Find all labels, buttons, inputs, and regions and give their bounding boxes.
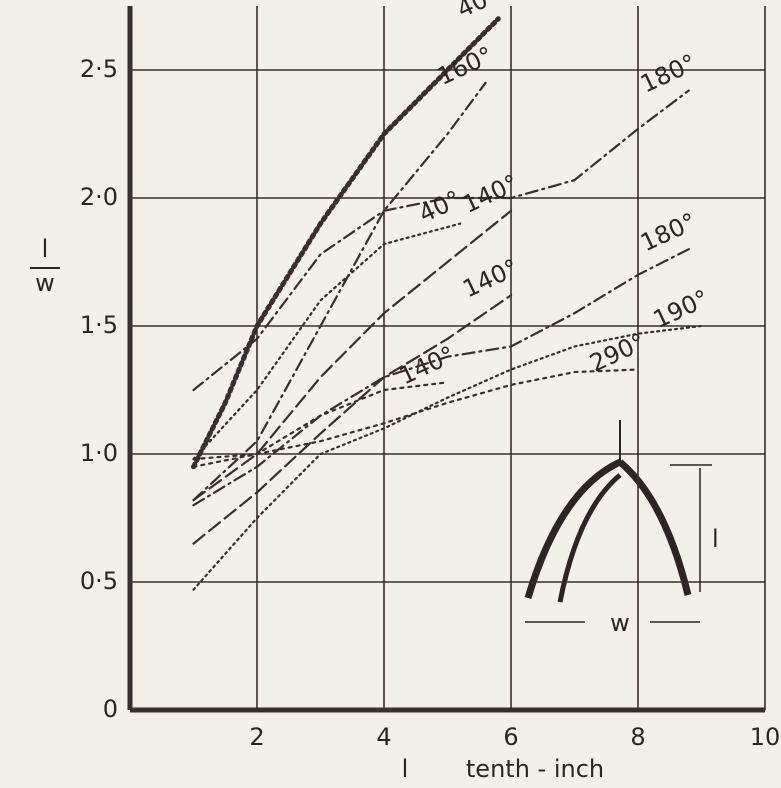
- y-label-bottom: w: [35, 269, 55, 297]
- y-tick-label: 2·5: [80, 55, 118, 83]
- series-line: [192, 324, 703, 591]
- series-line: [192, 209, 513, 502]
- x-tick-label: 2: [249, 723, 264, 751]
- series-label: 140°: [458, 169, 522, 219]
- y-tick-label: 1·0: [80, 439, 118, 467]
- series-line: [192, 368, 640, 461]
- inset-diagram: [524, 420, 712, 623]
- x-label-symbol: l: [402, 755, 409, 783]
- series-line: [192, 81, 487, 502]
- x-tick-label: 10: [750, 723, 781, 751]
- series-line: [191, 16, 501, 470]
- series-label: 40°: [415, 185, 465, 228]
- series-label: 180°: [636, 49, 700, 99]
- y-tick-label: 1·5: [80, 311, 118, 339]
- series-line: [192, 222, 462, 461]
- inset-width-label: w: [610, 609, 630, 637]
- series-line: [192, 89, 690, 392]
- series-label: 160°: [433, 41, 497, 91]
- x-tick-label: 6: [503, 723, 518, 751]
- series-label: 140°: [395, 341, 459, 391]
- series-label: 140°: [458, 253, 522, 303]
- series-line: [192, 248, 690, 507]
- x-tick-label: 4: [376, 723, 391, 751]
- x-tick-label: 8: [630, 723, 645, 751]
- x-label-unit: tenth - inch: [466, 755, 604, 783]
- series-label: 180°: [636, 207, 700, 257]
- y-label-top: l: [42, 235, 49, 263]
- inset-height-label: l: [712, 525, 719, 553]
- series-line: [192, 294, 513, 545]
- y-tick-label: 2·0: [80, 183, 118, 211]
- y-tick-label: 0·5: [80, 567, 118, 595]
- y-tick-label: 0: [103, 695, 118, 723]
